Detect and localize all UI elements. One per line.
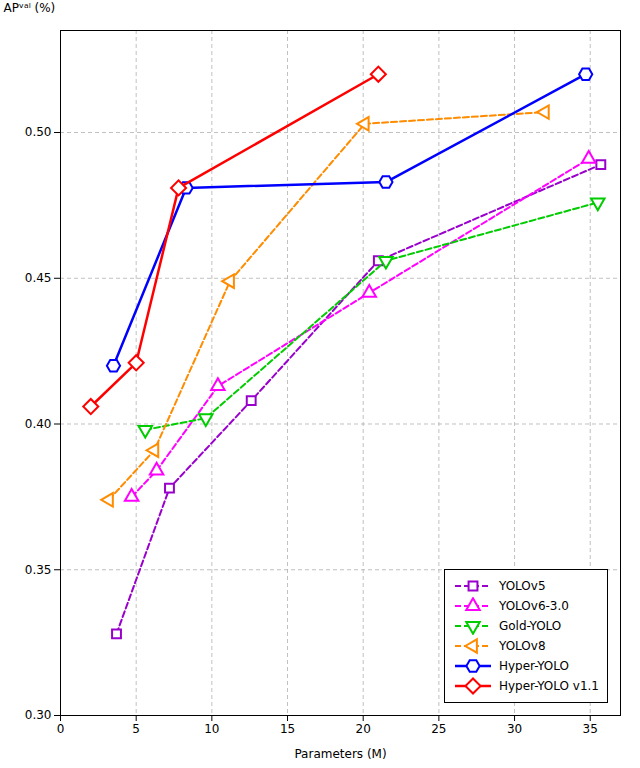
svg-text:0.50: 0.50: [25, 125, 52, 139]
html-text:Hyper-YOLO v1.1: Hyper-YOLO v1.1: [499, 679, 599, 693]
svg-text:0.40: 0.40: [25, 417, 52, 431]
svg-text:10: 10: [204, 722, 219, 736]
svg-text:15: 15: [280, 722, 295, 736]
svg-text:APᵛᵃˡ (%): APᵛᵃˡ (%): [4, 1, 56, 15]
svg-text:0.30: 0.30: [25, 708, 52, 722]
svg-text:0.45: 0.45: [25, 271, 52, 285]
svg-text:0.35: 0.35: [25, 563, 52, 577]
svg-text:20: 20: [356, 722, 371, 736]
svg-text:25: 25: [431, 722, 446, 736]
html-text:YOLOv6-3.0: YOLOv6-3.0: [499, 599, 569, 613]
html-text:YOLOv8: YOLOv8: [499, 639, 546, 653]
html-text:Hyper-YOLO: Hyper-YOLO: [499, 659, 569, 673]
svg-text:5: 5: [132, 722, 140, 736]
html-text:Gold-YOLO: Gold-YOLO: [499, 619, 562, 633]
svg-text:35: 35: [583, 722, 598, 736]
svg-text:0: 0: [57, 722, 65, 736]
svg-text:Parameters (M): Parameters (M): [294, 747, 386, 761]
svg-text:30: 30: [507, 722, 522, 736]
html-text:YOLOv5: YOLOv5: [499, 579, 546, 593]
